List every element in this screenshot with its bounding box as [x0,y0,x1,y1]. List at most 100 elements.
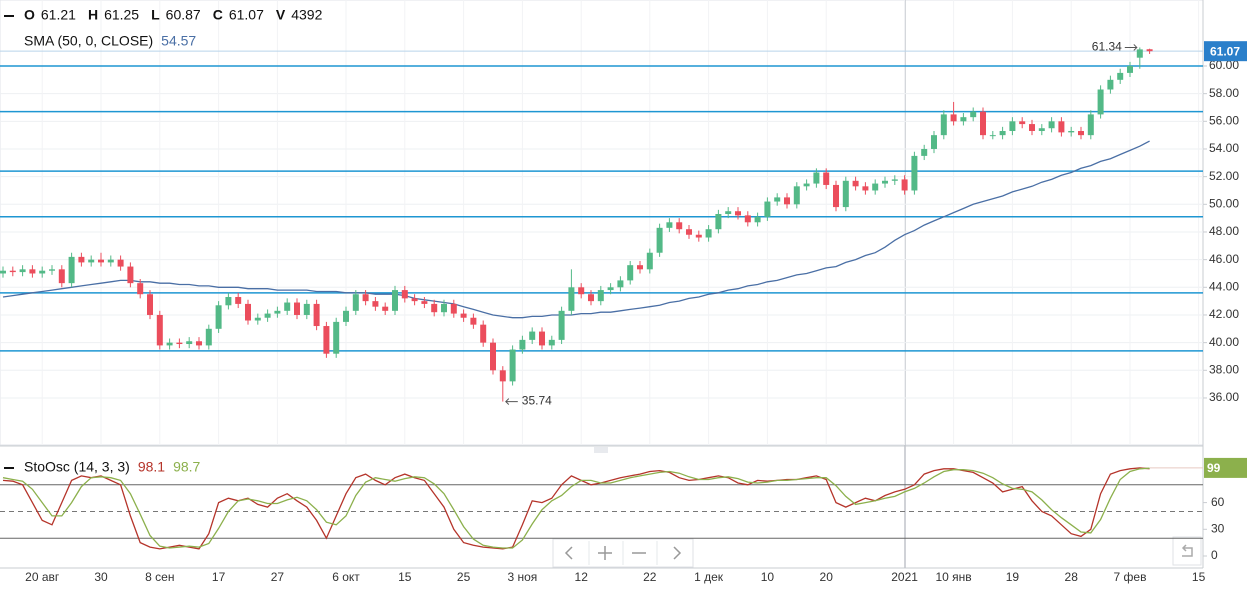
collapse-icon[interactable] [4,15,14,17]
candle-body [98,259,104,263]
candle-body [441,303,447,313]
candle-body [372,301,379,307]
candle-body [627,265,634,281]
candle-body [735,211,741,216]
candle-body [774,197,781,202]
candle-body [225,296,232,306]
candle-body [1146,49,1153,52]
x-tick-label: 1 дек [694,570,724,584]
ohlc-key: L [151,7,160,23]
reset-button[interactable] [1172,536,1202,566]
candle-body [196,341,202,346]
candle-body [480,324,487,343]
candle-body [431,303,438,313]
candle-body [980,111,986,136]
oscillator-value: 98.7 [173,459,200,475]
scroll-right-button[interactable] [673,546,682,560]
last-price-label: 61.07 [1210,44,1240,58]
candle-body [715,213,722,230]
x-tick-label: 30 [94,570,108,584]
scroll-left-button[interactable] [564,546,573,560]
candle-body [313,303,320,327]
candle-body [637,265,643,270]
y-tick-label: 36.00 [1209,390,1239,404]
candle-body [1048,121,1055,129]
candle-body [382,306,389,311]
candle-body [970,111,977,118]
x-tick-label: 20 [820,570,834,584]
candle-body [686,229,692,235]
ohlc-value: 60.87 [166,7,201,23]
candle-body [833,184,839,208]
resize-handle[interactable] [594,447,608,453]
candle-body [186,341,193,345]
candle-body [1136,49,1143,58]
candle-body [950,114,957,122]
candle-body [1117,72,1124,80]
x-tick-label: 12 [575,570,589,584]
candle-body [842,180,849,208]
candle-body [578,287,585,295]
candle-body [392,290,398,311]
candle-body [676,222,683,230]
y-tick-label: 38.00 [1209,362,1239,376]
candle-body [597,290,604,302]
value-box [1204,457,1247,478]
candle-body [1058,121,1065,133]
candle-body [333,321,340,354]
candle-body [882,180,888,184]
y-tick-label: 50.00 [1209,196,1239,210]
x-tick-label: 20 авг [25,570,60,584]
nav-buttons [552,538,694,568]
candle-body [607,287,614,291]
candle-body [960,117,967,122]
candle-body [793,186,800,205]
annotation-arrow [1124,44,1138,51]
candle-body [264,313,271,318]
candle-body [88,259,95,263]
annotation-label: 35.74 [522,394,552,408]
candle-body [1097,89,1104,115]
x-tick-label: 8 сен [145,570,174,584]
candle-body [294,302,300,315]
oscillator-line [2,467,1150,549]
reset-frame[interactable] [1172,536,1202,566]
candle-body [156,314,163,346]
annotation-label: 61.34 [1092,40,1122,54]
x-tick-label: 6 окт [332,570,360,584]
candle-body [666,222,673,228]
zoom-in-button[interactable] [598,546,612,560]
candle-body [539,331,545,346]
reset-icon[interactable] [1181,544,1193,557]
x-tick-label: 3 ноя [507,570,537,584]
y-tick-label: 30 [1211,521,1225,535]
value-box-label: 99 [1207,461,1221,475]
x-tick-label: 15 [398,570,412,584]
y-tick-label: 58.00 [1209,86,1239,100]
candle-body [19,269,26,273]
candle-body [921,148,928,156]
candle-body [744,215,751,223]
candle-body [450,303,457,314]
sma-line [2,140,1150,319]
candle-body [695,234,702,238]
candle-body [58,269,65,284]
collapse-icon[interactable] [4,467,14,469]
candle-body [254,317,261,321]
candle-body [117,259,124,267]
candle-body [303,303,310,315]
candle-body [215,305,222,329]
indicator-value: 54.57 [161,33,196,49]
candle-body [1009,121,1016,131]
y-tick-label: 46.00 [1209,252,1239,266]
candle-body [323,326,330,354]
candle-body [78,256,85,263]
x-tick-label: 7 фев [1114,570,1147,584]
ohlc-value: 61.21 [41,7,76,23]
candle-body [617,280,624,288]
candle-body [39,270,46,274]
candle-body [421,301,428,304]
candle-body [137,283,144,295]
candle-body [401,290,408,299]
